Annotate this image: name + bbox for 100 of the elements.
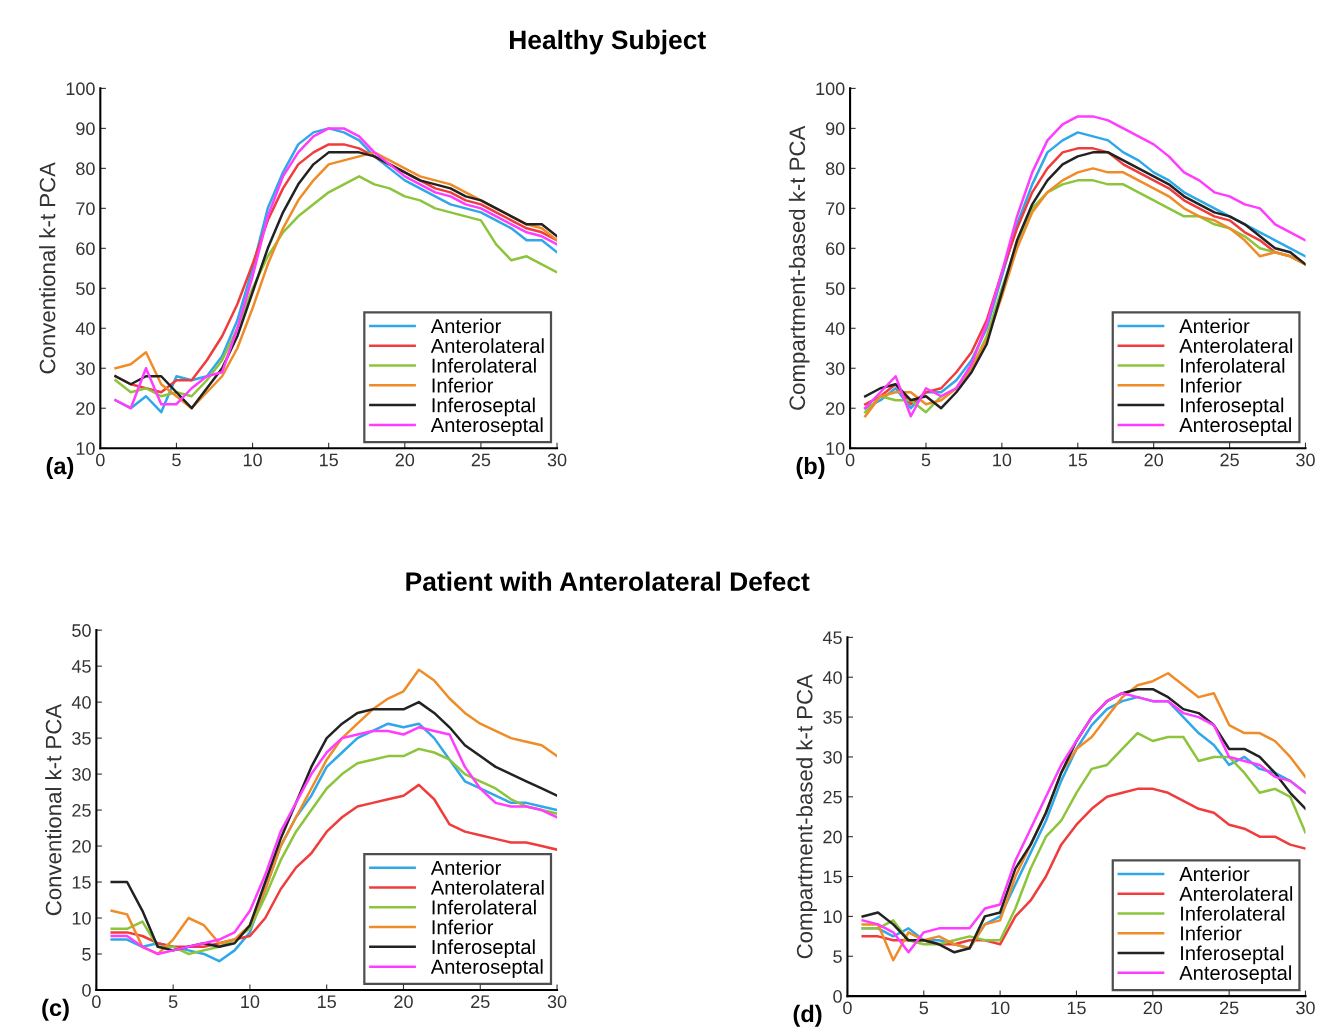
legend-label: Inferoseptal [1181, 397, 1284, 417]
legend-label: Anterior [430, 318, 501, 334]
y-axis-title: Conventional k-t PCA [45, 703, 62, 916]
x-tick-label: 25 [471, 453, 491, 467]
y-tick-label: 100 [816, 82, 845, 96]
x-tick-label: 15 [320, 453, 338, 467]
y-tick-label: 70 [826, 202, 845, 216]
x-tick-label: 0 [96, 453, 105, 467]
x-tick-label: 5 [919, 1001, 929, 1015]
x-tick-label: 5 [172, 453, 181, 467]
legend-label: Inferoseptal [432, 939, 535, 959]
y-tick-label: 40 [825, 322, 845, 335]
y-tick-label: 20 [823, 830, 842, 844]
legend-label: Inferolateral [432, 899, 536, 915]
x-tick-label: 0 [845, 453, 855, 467]
x-tick-label: 20 [395, 453, 415, 467]
x-tick-label: 20 [1144, 453, 1164, 467]
legend-label: Inferior [1181, 925, 1242, 941]
y-tick-label: 40 [822, 671, 842, 684]
legend-label: Anteroseptal [430, 417, 543, 437]
y-tick-label: 15 [823, 870, 842, 884]
y-tick-label: 20 [826, 402, 845, 415]
x-tick-label: 20 [394, 995, 413, 1009]
legend-label: Inferoseptal [1181, 945, 1284, 965]
legend-label: Anteroseptal [1179, 965, 1291, 985]
x-tick-label: 10 [991, 1001, 1010, 1015]
y-tick-label: 10 [826, 442, 845, 455]
x-tick-label: 30 [1296, 453, 1315, 467]
legend-label: Inferolateral [1181, 905, 1285, 921]
y-tick-label: 0 [82, 983, 91, 997]
legend-label: Inferolateral [1181, 358, 1285, 373]
y-tick-label: 30 [72, 768, 91, 781]
legend-label: Anterolateral [430, 338, 544, 354]
legend-label: Inferoseptal [432, 397, 535, 417]
y-tick-label: 10 [72, 911, 91, 925]
y-tick-label: 5 [82, 948, 91, 961]
y-tick-label: 40 [71, 696, 91, 709]
y-tick-label: 40 [75, 322, 95, 335]
y-tick-label: 20 [76, 402, 95, 415]
x-tick-label: 30 [1296, 1001, 1315, 1015]
y-tick-label: 35 [72, 732, 91, 745]
y-axis-title: Compartment-based k-t PCA [796, 674, 817, 959]
y-tick-label: 60 [826, 242, 845, 256]
legend-label: Inferior [432, 919, 494, 935]
x-tick-label: 25 [471, 995, 490, 1009]
text: (d) [793, 1004, 822, 1027]
y-tick-label: 10 [76, 442, 95, 455]
y-tick-label: 50 [76, 282, 95, 296]
y-tick-label: 45 [822, 631, 842, 645]
legend-label: Anterior [1179, 866, 1250, 882]
y-tick-label: 25 [72, 804, 91, 817]
y-tick-label: 25 [823, 790, 842, 804]
x-tick-label: 10 [243, 453, 262, 467]
text: (a) [46, 456, 74, 479]
y-tick-label: 90 [825, 122, 845, 136]
text: (c) [42, 998, 69, 1021]
y-tick-label: 80 [825, 162, 845, 176]
text: (b) [796, 456, 825, 479]
x-tick-label: 15 [318, 995, 336, 1009]
y-tick-label: 100 [66, 82, 95, 96]
x-tick-label: 25 [1220, 1001, 1239, 1015]
y-tick-label: 50 [72, 624, 91, 637]
y-tick-label: 10 [823, 910, 842, 924]
x-tick-label: 20 [1143, 1001, 1163, 1015]
legend-label: Inferior [432, 377, 494, 393]
y-axis-title: Compartment-based k-t PCA [788, 125, 810, 410]
legend-label: Anterolateral [1179, 886, 1293, 901]
y-tick-label: 30 [823, 750, 842, 764]
x-tick-label: 30 [547, 453, 567, 467]
y-tick-label: 90 [76, 122, 95, 136]
legend-label: Anteroseptal [430, 959, 543, 978]
y-tick-label: 50 [825, 282, 845, 296]
chart-title: Healthy Subject [509, 29, 706, 55]
y-tick-label: 45 [71, 660, 91, 673]
y-axis-title: Conventional k-t PCA [39, 162, 56, 374]
line-series [861, 731, 1306, 946]
x-tick-label: 10 [993, 453, 1012, 467]
y-tick-label: 35 [823, 711, 842, 724]
chart-title: Patient with Anterolateral Defect [406, 571, 810, 591]
x-tick-label: 5 [921, 453, 931, 467]
y-tick-label: 15 [72, 876, 91, 889]
y-tick-label: 60 [76, 242, 95, 256]
legend-label: Anterolateral [1179, 338, 1293, 354]
x-tick-label: 30 [547, 995, 567, 1009]
y-tick-label: 30 [825, 362, 845, 375]
y-tick-label: 80 [76, 162, 95, 176]
legend-label: Anterior [1179, 318, 1250, 334]
x-tick-label: 15 [1067, 1001, 1086, 1015]
y-tick-label: 20 [72, 839, 91, 853]
y-tick-label: 70 [76, 202, 95, 216]
x-tick-label: 25 [1220, 453, 1239, 467]
y-tick-label: 5 [833, 950, 842, 963]
y-tick-label: 30 [76, 362, 95, 375]
x-tick-label: 5 [168, 995, 178, 1009]
legend-label: Anterior [430, 860, 501, 875]
legend-label: Inferolateral [432, 358, 536, 373]
x-tick-label: 10 [241, 995, 260, 1009]
legend-label: Anteroseptal [1179, 417, 1291, 437]
x-tick-label: 15 [1069, 453, 1088, 467]
legend-label: Anterolateral [430, 879, 544, 895]
